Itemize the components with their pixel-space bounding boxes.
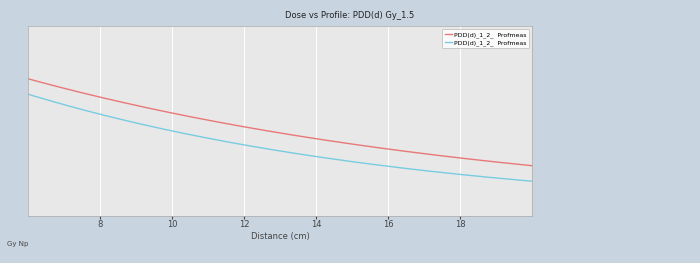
X-axis label: Distance (cm): Distance (cm): [251, 232, 309, 241]
Text: Gy Np: Gy Np: [7, 241, 29, 247]
Text: Dose vs Profile: PDD(d) Gy_1.5: Dose vs Profile: PDD(d) Gy_1.5: [286, 11, 414, 20]
Legend: PDD(d)_1_2_  Profmeas, PDD(d)_1_2_  Profmeas: PDD(d)_1_2_ Profmeas, PDD(d)_1_2_ Profme…: [442, 29, 529, 48]
